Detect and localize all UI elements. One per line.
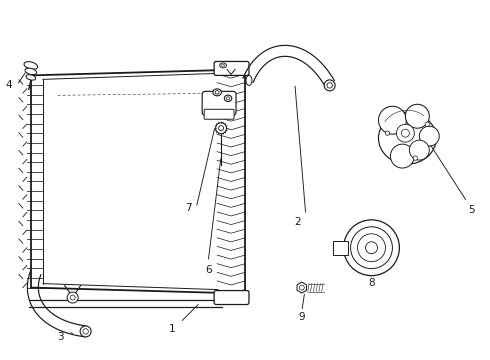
Text: 8: 8 [368, 278, 375, 288]
Text: 1: 1 [169, 324, 175, 334]
Ellipse shape [324, 80, 335, 91]
FancyBboxPatch shape [214, 62, 249, 75]
Ellipse shape [220, 63, 226, 68]
Circle shape [419, 126, 439, 146]
Ellipse shape [24, 62, 38, 69]
Ellipse shape [378, 112, 436, 164]
Text: 6: 6 [205, 265, 212, 275]
Circle shape [396, 124, 415, 142]
Circle shape [366, 242, 377, 254]
FancyBboxPatch shape [333, 241, 347, 255]
Circle shape [67, 292, 78, 303]
Text: 5: 5 [468, 205, 474, 215]
Circle shape [343, 220, 399, 276]
Ellipse shape [25, 68, 37, 75]
FancyBboxPatch shape [204, 109, 234, 119]
Ellipse shape [224, 95, 232, 102]
Circle shape [70, 295, 75, 300]
Ellipse shape [213, 89, 221, 96]
Text: 7: 7 [185, 203, 192, 213]
Ellipse shape [226, 97, 230, 100]
FancyBboxPatch shape [202, 91, 236, 115]
Text: 2: 2 [294, 217, 301, 227]
Text: 3: 3 [57, 332, 64, 342]
Circle shape [405, 104, 429, 128]
Circle shape [378, 106, 406, 134]
Circle shape [413, 156, 417, 160]
Ellipse shape [327, 83, 332, 88]
Ellipse shape [221, 64, 224, 67]
Ellipse shape [83, 329, 88, 334]
Ellipse shape [246, 75, 252, 85]
Circle shape [216, 123, 226, 134]
Circle shape [350, 227, 392, 269]
Circle shape [358, 234, 386, 262]
Circle shape [391, 144, 415, 168]
FancyBboxPatch shape [214, 291, 249, 305]
Ellipse shape [215, 91, 219, 94]
Circle shape [219, 126, 223, 131]
Text: 4: 4 [5, 80, 12, 90]
Circle shape [401, 129, 409, 137]
Ellipse shape [26, 75, 36, 80]
Circle shape [385, 131, 390, 135]
Circle shape [299, 285, 304, 290]
Text: 9: 9 [298, 312, 305, 323]
Circle shape [425, 122, 430, 126]
Circle shape [409, 140, 429, 160]
Ellipse shape [80, 326, 91, 337]
Polygon shape [297, 282, 307, 293]
